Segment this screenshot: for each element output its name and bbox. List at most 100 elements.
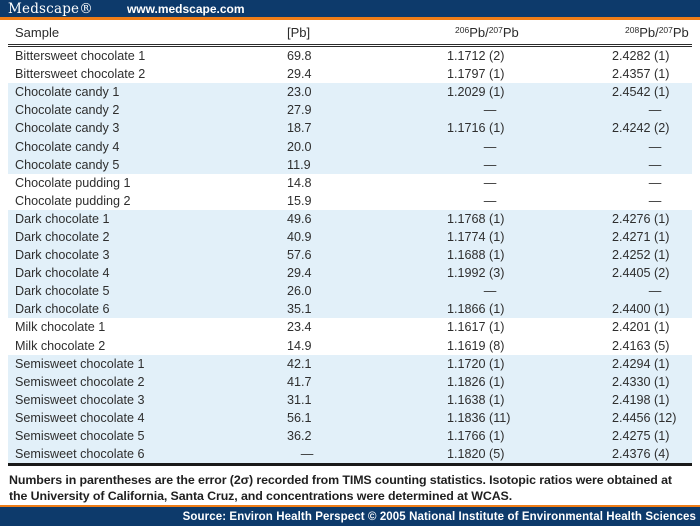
table-row: Dark chocolate 6 35.1 1.1866 (1) 2.4400 … [8,300,692,319]
cell-208pb-207pb: 2.4271 (1) [603,230,698,244]
ratio-208-207-value: 2.4294 (1) [612,356,670,371]
pb-label: Pb [502,24,519,40]
ratio-206-207-value: 1.1619 (8) [447,338,505,353]
cell-208pb-207pb: 2.4201 (1) [603,320,698,334]
pb-value: 11.9 [287,157,311,172]
superscript-207: 207 [658,24,673,35]
ratio-208-207-value: 2.4330 (1) [612,374,670,389]
table-body: Bittersweet chocolate 1 69.8 1.1712 (2) … [8,47,692,467]
ratio-208-207-value: 2.4405 (2) [612,266,670,281]
ratio-208-207-value: — [648,139,662,154]
pb-value: 26.0 [287,284,312,299]
table-row: Semisweet chocolate 5 36.2 1.1766 (1) 2.… [8,426,692,446]
ratio-208-207-value: 2.4271 (1) [612,229,670,244]
pb-value: 31.1 [287,392,312,407]
table-row: Bittersweet chocolate 2 29.4 1.1797 (1) … [8,65,692,83]
pb-value: 35.1 [287,302,312,317]
cell-208pb-207pb: 2.4163 (5) [603,339,698,353]
pb-value: 23.0 [287,85,312,100]
ratio-206-207-value: 1.1866 (1) [447,302,505,317]
pb-value: 49.6 [287,211,312,226]
cell-pb: 15.9 [280,194,440,208]
cell-sample: Milk chocolate 1 [15,320,106,335]
cell-pb: 69.8 [280,49,440,63]
superscript-206: 206 [455,24,470,35]
cell-206pb-207pb: 1.1712 (2) [440,49,603,63]
cell-206pb-207pb: — [440,103,603,117]
ratio-206-207-value: 1.1768 (1) [447,211,505,226]
cell-pb: 23.4 [280,320,440,334]
cell-206pb-207pb: — [440,194,603,208]
table-row: Milk chocolate 1 23.4 1.1617 (1) 2.4201 … [8,318,692,336]
cell-sample: Semisweet chocolate 5 [15,429,145,444]
cell-206pb-207pb: 1.1720 (1) [440,357,603,371]
col-header-pb: [Pb] [287,24,311,40]
table-row: Semisweet chocolate 4 56.1 1.1836 (11) 2… [8,408,692,427]
col-header-208pb-207pb: 208Pb/207Pb [603,25,692,40]
table-row: Semisweet chocolate 3 31.1 1.1638 (1) 2.… [8,390,692,409]
table-row: Dark chocolate 5 26.0 — — [8,282,692,301]
cell-208pb-207pb: 2.4330 (1) [603,375,698,389]
superscript-208: 208 [625,24,640,35]
cell-206pb-207pb: 1.1820 (5) [440,447,603,461]
ratio-206-207-value: — [483,139,497,154]
source-text: Source: Environ Health Perspect © 2005 N… [182,510,696,523]
cell-pb: 36.2 [280,429,440,443]
ratio-208-207-value: 2.4400 (1) [612,302,670,317]
table-footnote: Numbers in parentheses are the error (2σ… [9,473,672,503]
table-header-row: Sample [Pb] 206Pb/207Pb 208Pb/207Pb [8,20,692,47]
pb-value: 36.2 [287,429,312,444]
cell-206pb-207pb: 1.1797 (1) [440,67,603,81]
cell-pb: 35.1 [280,302,440,316]
pb-label: Pb [672,24,689,40]
cell-pb: 18.7 [280,121,440,135]
pb-value: 29.4 [287,266,312,281]
pb-value: 57.6 [287,248,312,263]
ratio-208-207-value: 2.4357 (1) [612,67,670,82]
cell-sample: Semisweet chocolate 6 [15,447,145,462]
cell-206pb-207pb: — [440,176,603,190]
cell-pb: 29.4 [280,67,440,81]
cell-206pb-207pb: 1.1992 (3) [440,266,603,280]
ratio-206-207-value: 1.1716 (1) [447,121,505,136]
ratio-206-207-value: 1.1688 (1) [447,248,505,263]
col-header-sample: Sample [15,24,60,40]
ratio-208-207-value: 2.4201 (1) [612,320,670,335]
cell-sample: Bittersweet chocolate 2 [15,67,146,82]
cell-pb: 14.8 [280,176,440,190]
cell-sample: Semisweet chocolate 4 [15,410,145,425]
cell-208pb-207pb: — [603,176,698,190]
cell-pb: 27.9 [280,103,440,117]
medscape-header-bar: Medscape® www.medscape.com [0,0,700,17]
cell-pb: — [280,447,440,461]
ratio-206-207-value: — [483,284,497,299]
ratio-206-207-value: 1.1638 (1) [447,392,505,407]
cell-206pb-207pb: 1.1774 (1) [440,230,603,244]
cell-pb: 29.4 [280,266,440,280]
ratio-206-207-value: 1.1826 (1) [447,374,505,389]
cell-206pb-207pb: — [440,158,603,172]
ratio-208-207-value: 2.4276 (1) [612,211,670,226]
cell-sample: Semisweet chocolate 3 [15,392,145,407]
cell-208pb-207pb: 2.4282 (1) [603,49,698,63]
cell-sample: Bittersweet chocolate 1 [15,49,146,64]
medscape-url-link[interactable]: www.medscape.com [126,1,245,16]
pb-value: 27.9 [287,103,312,118]
pb-value: 18.7 [287,121,312,136]
ratio-206-207-value: 1.1720 (1) [447,356,505,371]
ratio-208-207-value: — [648,157,662,172]
ratio-208-207-value: 2.4542 (1) [612,85,670,100]
cell-sample: Milk chocolate 2 [15,338,106,353]
table-row: Dark chocolate 3 57.6 1.1688 (1) 2.4252 … [8,246,692,265]
cell-206pb-207pb: 1.1619 (8) [440,339,603,353]
pb-value: 42.1 [287,356,312,371]
pb-value: 20.0 [287,139,312,154]
cell-206pb-207pb: 1.1688 (1) [440,248,603,262]
ratio-208-207-value: — [648,175,662,190]
cell-sample: Chocolate candy 5 [15,157,120,172]
cell-208pb-207pb: 2.4294 (1) [603,357,698,371]
cell-206pb-207pb: 1.1716 (1) [440,121,603,135]
cell-208pb-207pb: 2.4405 (2) [603,266,698,280]
ratio-208-207-value: 2.4198 (1) [612,392,670,407]
cell-208pb-207pb: 2.4242 (2) [603,121,698,135]
